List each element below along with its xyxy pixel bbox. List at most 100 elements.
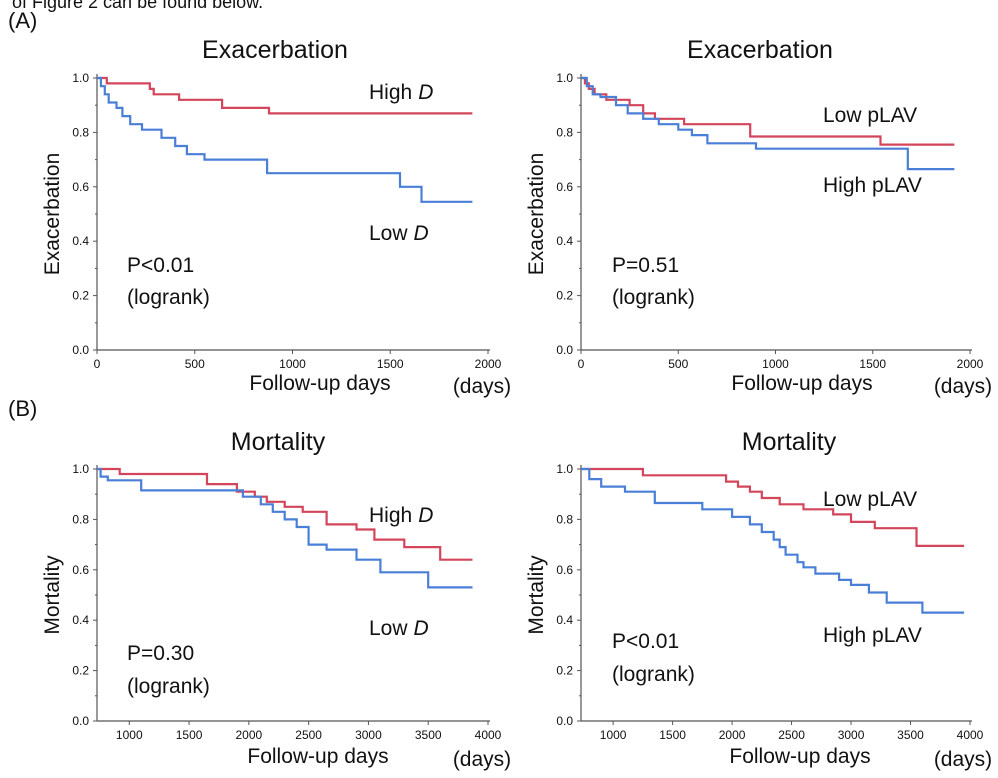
series-line-0 <box>97 467 473 561</box>
y-axis-label: Exacerbation <box>41 153 64 276</box>
figure-caption-fragment: of Figure 2 can be found below. <box>12 0 263 12</box>
x-tick-label: 2500 <box>295 728 322 742</box>
series-line-1 <box>581 467 965 614</box>
x-tick-label: 0 <box>578 357 585 371</box>
panel-label-a: (A) <box>8 8 37 33</box>
y-axis-label: Mortality <box>41 555 64 635</box>
chart-title: Mortality <box>231 428 326 456</box>
y-tick-label: 0.2 <box>556 289 573 303</box>
series-line-1 <box>97 467 473 589</box>
p-value: P=0.30 <box>127 642 194 665</box>
series-line-0 <box>97 76 473 115</box>
chart-title: Exacerbation <box>202 36 348 64</box>
x-tick-label: 3000 <box>838 728 865 742</box>
series-label-text: High <box>369 504 412 527</box>
y-tick-label: 0.0 <box>556 343 573 357</box>
y-tick-label: 0.8 <box>72 512 89 526</box>
series-line-1 <box>97 76 473 203</box>
chart-exacerbation-d: Exacerbation 0.0 0.2 0.4 0.6 0.8 1.0 0 500 1000 15… <box>41 36 511 398</box>
series-line-1 <box>581 76 955 171</box>
x-axis-label: Follow-up days <box>247 745 388 768</box>
series-label: High D <box>369 504 433 527</box>
y-tick-label: 0.2 <box>72 289 89 303</box>
x-tick-label: 1500 <box>176 728 203 742</box>
series-label-italic: D <box>418 81 433 104</box>
test-name: (logrank) <box>612 286 695 309</box>
y-tick-label: 0.4 <box>556 234 573 248</box>
x-axis-unit: (days) <box>453 375 511 398</box>
series-label-italic: D <box>414 222 429 245</box>
x-tick-label: 1500 <box>659 728 686 742</box>
series-label-text: Low pLAV <box>823 488 917 511</box>
series-label-text: Low pLAV <box>823 104 917 127</box>
x-tick-label: 3500 <box>415 728 442 742</box>
series-label: High pLAV <box>823 174 922 197</box>
y-tick-label: 0.6 <box>72 180 89 194</box>
x-tick-label: 1000 <box>116 728 143 742</box>
series-line-0 <box>581 467 965 547</box>
y-tick-label: 0.6 <box>72 563 89 577</box>
p-value: P=0.51 <box>612 254 679 277</box>
chart-exacerbation-plav: Exacerbation 0.0 0.2 0.4 0.6 0.8 1.0 0 500 1000 15… <box>525 36 992 398</box>
y-tick-label: 0.8 <box>556 512 573 526</box>
p-value: P<0.01 <box>612 630 679 653</box>
x-axis-label: Follow-up days <box>249 372 390 395</box>
x-tick-label: 500 <box>668 357 688 371</box>
x-tick-label: 3500 <box>897 728 924 742</box>
test-name: (logrank) <box>127 286 210 309</box>
y-tick-label: 0.6 <box>556 180 573 194</box>
test-name: (logrank) <box>612 663 695 686</box>
x-tick-label: 500 <box>185 357 205 371</box>
x-axis-label: Follow-up days <box>731 372 872 395</box>
series-label: High pLAV <box>823 624 922 647</box>
y-tick-label: 0.6 <box>556 563 573 577</box>
chart-mortality-plav: Mortality 0.0 0.2 0.4 0.6 0.8 1.0 1000 1500 2000 2… <box>525 428 992 771</box>
x-tick-label: 2000 <box>236 728 263 742</box>
y-tick-label: 0.4 <box>72 234 89 248</box>
y-tick-label: 0.4 <box>72 613 89 627</box>
x-tick-label: 2000 <box>719 728 746 742</box>
x-axis-unit: (days) <box>934 375 992 398</box>
series-label-text: High <box>369 81 412 104</box>
series-label-italic: D <box>418 504 433 527</box>
series-label-italic: D <box>414 617 429 640</box>
y-tick-label: 0.0 <box>556 714 573 728</box>
chart-mortality-d: Mortality 0.0 0.2 0.4 0.6 0.8 1.0 1000 1500 2000 2… <box>41 428 511 771</box>
x-tick-label: 1000 <box>279 357 306 371</box>
series-label: Low pLAV <box>823 104 917 127</box>
series-label-text: High pLAV <box>823 174 922 197</box>
x-tick-label: 4000 <box>957 728 984 742</box>
y-tick-label: 0.4 <box>556 613 573 627</box>
series-label-text: High pLAV <box>823 624 922 647</box>
series-label: High D <box>369 81 433 104</box>
x-tick-label: 0 <box>94 357 101 371</box>
x-axis-unit: (days) <box>453 748 511 771</box>
y-tick-label: 0.8 <box>72 125 89 139</box>
x-tick-label: 1500 <box>859 357 886 371</box>
x-tick-label: 1000 <box>762 357 789 371</box>
y-tick-label: 1.0 <box>72 462 89 476</box>
x-tick-label: 2500 <box>778 728 805 742</box>
x-axis-label: Follow-up days <box>729 745 870 768</box>
y-tick-label: 1.0 <box>556 462 573 476</box>
x-tick-label: 4000 <box>475 728 502 742</box>
y-tick-label: 0.8 <box>556 125 573 139</box>
y-axis-label: Mortality <box>525 555 548 635</box>
series-label: Low D <box>369 222 429 245</box>
y-axis-label: Exacerbation <box>525 153 548 276</box>
y-tick-label: 0.0 <box>72 714 89 728</box>
x-tick-label: 2000 <box>957 357 984 371</box>
x-tick-label: 2000 <box>475 357 502 371</box>
series-label-text: Low <box>369 617 408 640</box>
y-tick-label: 0.2 <box>72 664 89 678</box>
p-value: P<0.01 <box>127 254 194 277</box>
chart-title: Exacerbation <box>687 36 833 64</box>
x-axis-unit: (days) <box>934 748 992 771</box>
x-tick-label: 3000 <box>355 728 382 742</box>
series-label-text: Low <box>369 222 408 245</box>
y-tick-label: 0.2 <box>556 664 573 678</box>
panel-label-b: (B) <box>8 396 37 421</box>
series-label: Low D <box>369 617 429 640</box>
test-name: (logrank) <box>127 675 210 698</box>
